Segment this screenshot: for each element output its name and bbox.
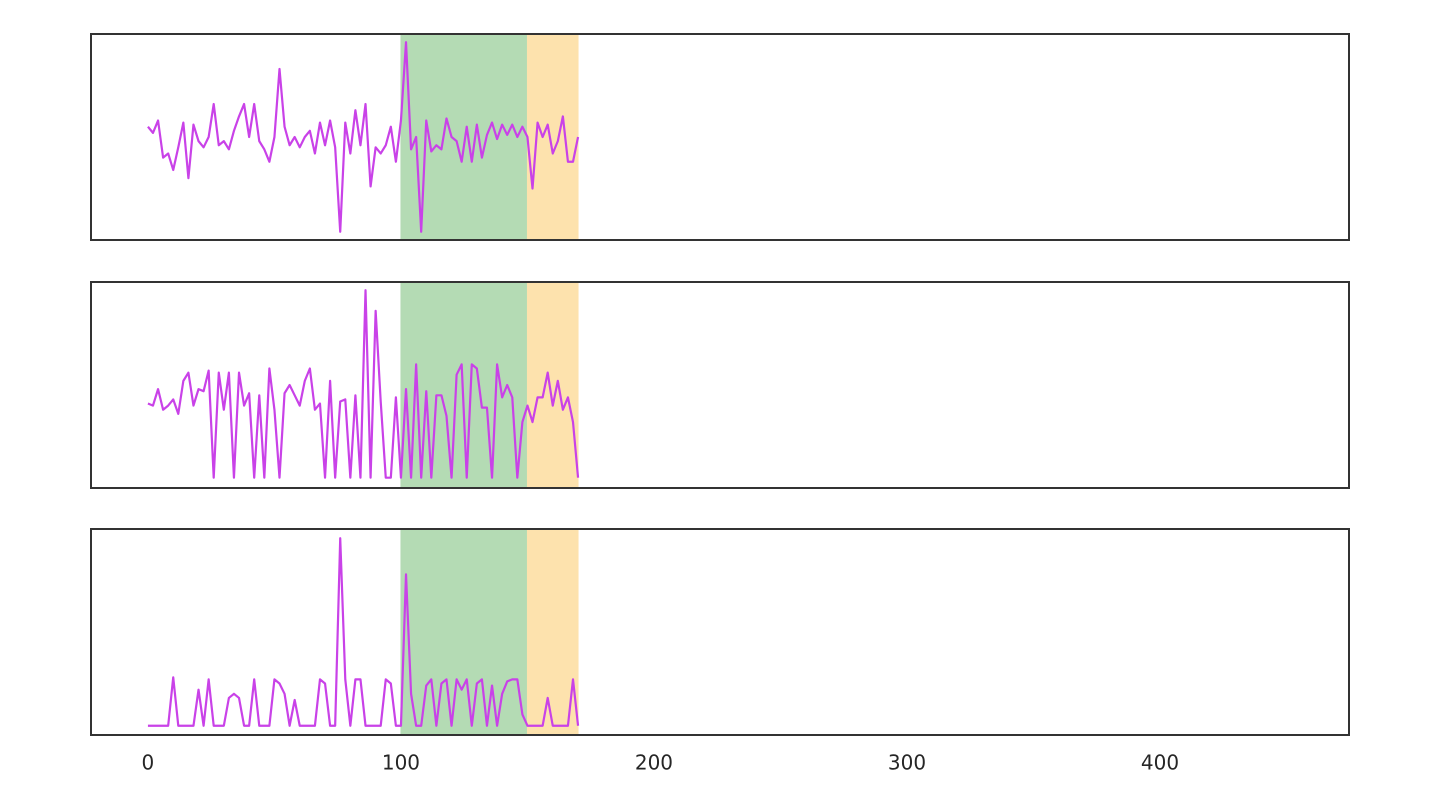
- x-tick-label: 300: [888, 751, 926, 775]
- x-tick-label: 0: [142, 751, 155, 775]
- series-line: [147, 537, 580, 727]
- series-line: [147, 289, 580, 479]
- highlight-span: [526, 281, 579, 489]
- highlight-span: [400, 528, 528, 736]
- x-tick-label: 200: [635, 751, 673, 775]
- x-tick-label: 400: [1141, 751, 1179, 775]
- highlight-span: [526, 33, 579, 241]
- panel-frame: [90, 281, 1350, 489]
- x-tick-label: 100: [382, 751, 420, 775]
- series-line: [147, 41, 580, 233]
- panel-frame: [90, 33, 1350, 241]
- panel-frame: [90, 528, 1350, 736]
